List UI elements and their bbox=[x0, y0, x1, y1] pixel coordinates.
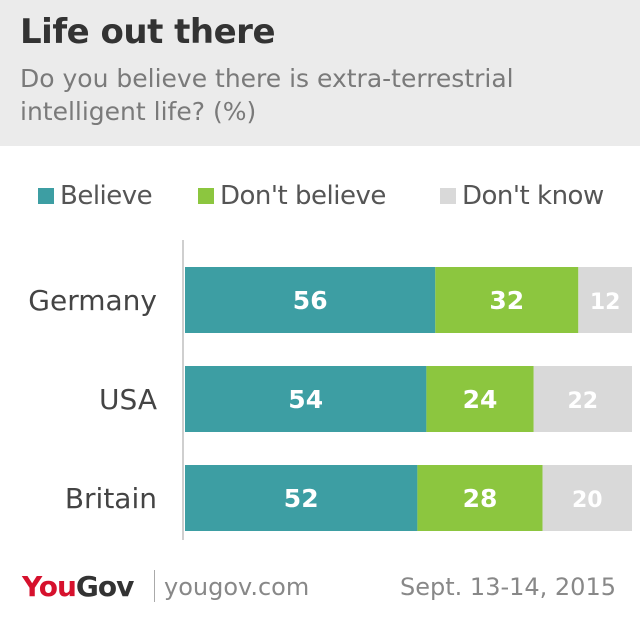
data-label-usa-series-0: 54 bbox=[288, 385, 323, 414]
legend-item-dont-believe: Don't believe bbox=[198, 176, 386, 216]
bar-usa-series-1 bbox=[426, 366, 534, 432]
bar-usa-series-2 bbox=[533, 366, 632, 432]
data-label-germany-series-0: 56 bbox=[293, 286, 328, 315]
category-label-usa: USA bbox=[99, 383, 157, 416]
legend-label-dont-know: Don't know bbox=[462, 181, 604, 211]
source-site: yougov.com bbox=[164, 573, 310, 601]
legend-label-dont-believe: Don't believe bbox=[220, 181, 386, 211]
bar-britain-series-1 bbox=[417, 465, 543, 531]
bar-germany-series-1 bbox=[435, 267, 579, 333]
bar-usa-series-0 bbox=[185, 366, 427, 432]
data-label-germany-series-2: 12 bbox=[590, 290, 621, 315]
footer: YouGov yougov.com Sept. 13-14, 2015 bbox=[0, 560, 640, 619]
data-label-britain-series-2: 20 bbox=[572, 488, 603, 513]
stacked-bar-chart: Germany 56 32 12 USA 54 24 22 Britain 52 28 20 bbox=[28, 240, 632, 540]
legend-label-believe: Believe bbox=[60, 181, 153, 211]
data-label-britain-series-1: 28 bbox=[463, 484, 498, 513]
header: Life out there Do you believe there is e… bbox=[0, 0, 640, 146]
bar-germany-series-0 bbox=[185, 267, 436, 333]
data-label-germany-series-1: 32 bbox=[489, 286, 524, 315]
bar-germany-series-2 bbox=[578, 267, 632, 333]
data-label-usa-series-1: 24 bbox=[463, 385, 498, 414]
legend: Believe Don't believe Don't know bbox=[0, 176, 640, 216]
logo-you: You bbox=[22, 570, 77, 603]
legend-swatch-believe bbox=[38, 188, 54, 204]
category-label-germany: Germany bbox=[28, 284, 157, 317]
category-label-britain: Britain bbox=[65, 482, 157, 515]
chart-title: Life out there bbox=[20, 12, 276, 52]
logo-gov: Gov bbox=[75, 570, 134, 603]
yougov-logo: YouGov bbox=[22, 570, 134, 603]
bar-britain-series-2 bbox=[542, 465, 632, 531]
legend-item-believe: Believe bbox=[38, 176, 153, 216]
legend-swatch-dont-know bbox=[440, 188, 456, 204]
data-label-usa-series-2: 22 bbox=[567, 389, 598, 414]
survey-date: Sept. 13-14, 2015 bbox=[400, 573, 616, 601]
data-label-britain-series-0: 52 bbox=[284, 484, 319, 513]
legend-swatch-dont-believe bbox=[198, 188, 214, 204]
legend-item-dont-know: Don't know bbox=[440, 176, 604, 216]
bar-britain-series-0 bbox=[185, 465, 418, 531]
footer-divider bbox=[154, 570, 155, 602]
chart-subtitle: Do you believe there is extra-terrestria… bbox=[20, 64, 514, 126]
